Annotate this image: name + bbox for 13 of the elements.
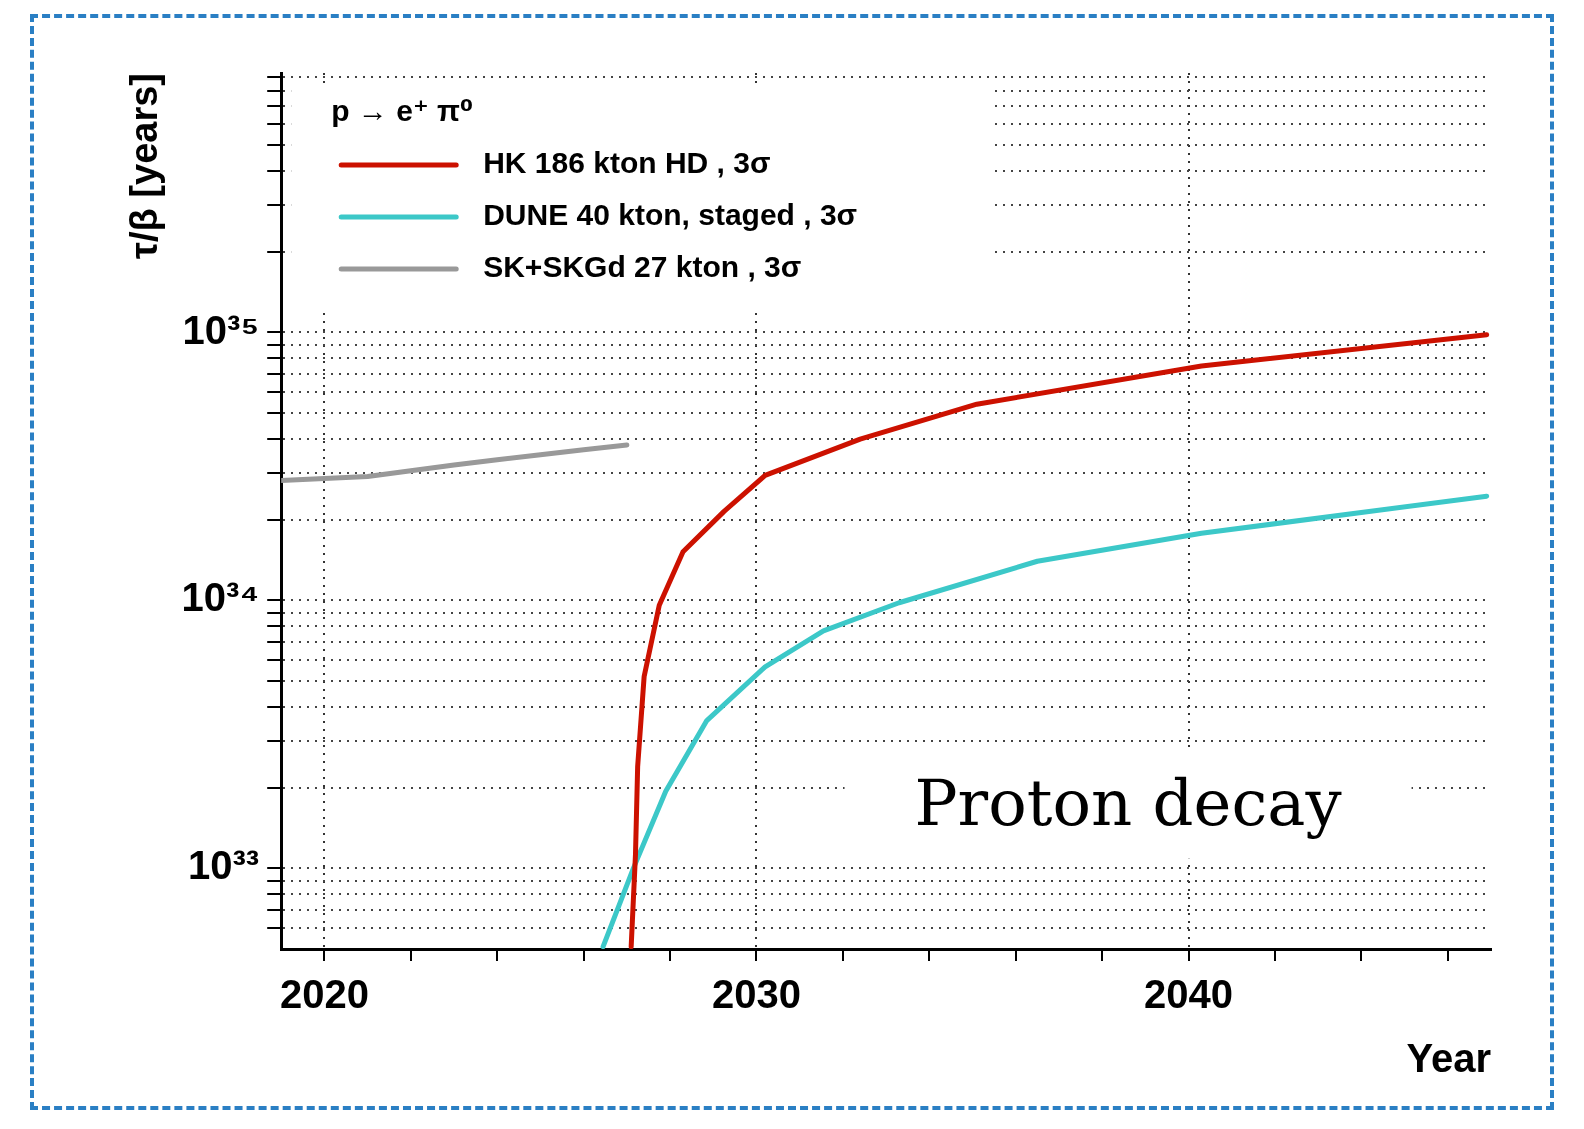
legend-title: p → e⁺ π⁰ xyxy=(331,94,474,128)
legend-label: SK+SKGd 27 kton , 3σ xyxy=(483,250,802,284)
x-axis-title: Year xyxy=(1406,1036,1491,1081)
x-tick-label: 2020 xyxy=(279,972,369,1017)
legend-label: DUNE 40 kton, staged , 3σ xyxy=(483,198,858,232)
x-tick-label: 2040 xyxy=(1144,972,1234,1017)
x-tick-label: 2030 xyxy=(711,972,801,1017)
y-axis-title: τ/β [years] xyxy=(123,73,166,259)
y-tick-label: 10³³ xyxy=(188,843,260,888)
annotation: Proton decay xyxy=(914,766,1342,841)
legend-label: HK 186 kton HD , 3σ xyxy=(483,146,771,180)
y-tick-label: 10³⁴ xyxy=(181,575,260,620)
y-tick-label: 10³⁵ xyxy=(182,307,260,352)
